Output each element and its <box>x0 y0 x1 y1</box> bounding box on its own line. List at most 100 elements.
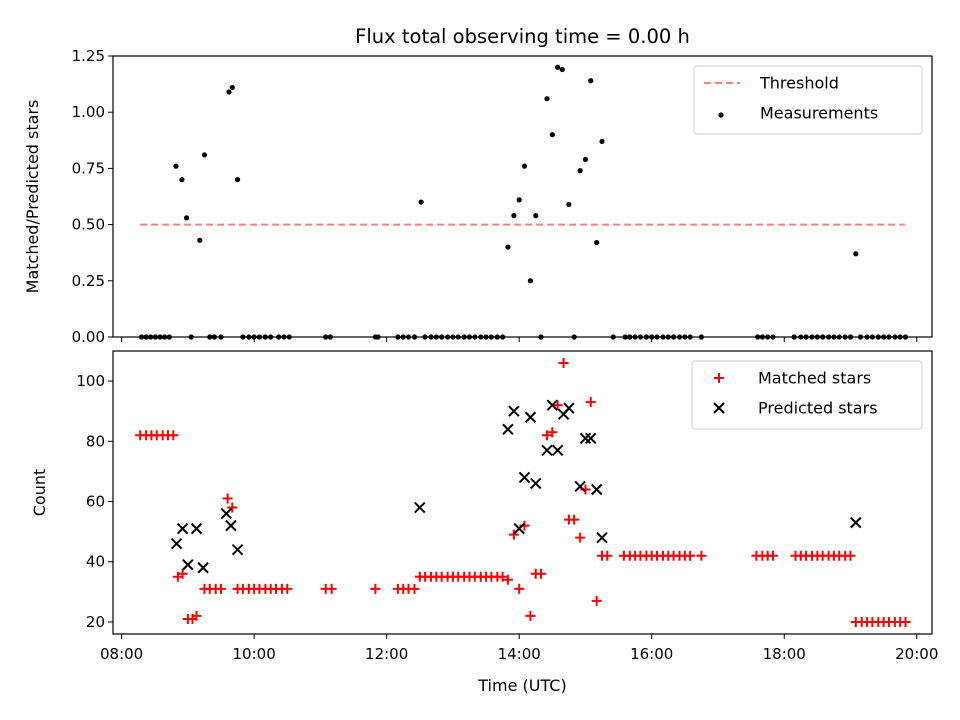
count-panel: 20 40 60 80 100 08:00 10:00 12:00 14:00 16:00 18:… <box>30 350 938 695</box>
count-axes-frame <box>112 350 933 635</box>
y-tick-label: 20 <box>86 613 105 631</box>
matched-star-point <box>900 616 911 627</box>
predicted-star-point <box>530 477 542 490</box>
chart-title: Flux total observing time = 0.00 h <box>355 25 690 48</box>
x-tick-label: 12:00 <box>365 645 408 663</box>
legend-box <box>691 360 923 430</box>
matched-star-point <box>216 583 227 594</box>
measurement-point <box>418 199 424 205</box>
matched-star-point <box>497 571 508 582</box>
matched-star-point <box>409 583 420 594</box>
measurement-point <box>853 251 859 257</box>
predicted-star-point <box>850 516 862 529</box>
measurement-point <box>179 177 185 183</box>
legend-measurement-swatch <box>718 112 724 118</box>
matched-star-point <box>177 568 188 579</box>
legend-label: Matched stars <box>758 369 871 388</box>
matched-star-point <box>282 583 293 594</box>
y-tick-label: 100 <box>76 372 105 390</box>
predicted-star-point <box>220 507 233 520</box>
x-axis-label: Time (UTC) <box>477 676 566 695</box>
legend-box <box>693 65 923 135</box>
y-tick-label: 40 <box>86 553 105 571</box>
matched-star-point <box>222 493 233 504</box>
y-tick-label: 0.25 <box>72 272 105 290</box>
predicted-star-point <box>518 471 531 484</box>
measurement-point <box>226 89 232 95</box>
matched-star-point <box>370 583 381 594</box>
matched-star-point <box>845 550 856 561</box>
predicted-star-point <box>579 432 592 445</box>
ratio-y-axis-label: Matched/Predicted stars <box>23 100 42 294</box>
matched-star-point <box>767 550 778 561</box>
measurement-point <box>544 96 550 102</box>
measurement-point <box>511 213 517 219</box>
predicted-star-point <box>170 537 183 550</box>
predicted-star-point <box>231 543 244 556</box>
measurement-point <box>555 64 561 70</box>
measurement-point <box>559 66 565 73</box>
count-y-axis-label: Count <box>30 469 49 517</box>
predicted-star-point <box>574 480 586 493</box>
matched-star-point <box>536 568 547 579</box>
predicted-star-point <box>591 483 603 496</box>
measurement-point <box>234 177 241 183</box>
measurement-point <box>533 213 539 219</box>
x-tick-label: 14:00 <box>498 645 541 663</box>
ratio-x-ticks <box>121 337 918 342</box>
matched-star-point <box>227 502 238 513</box>
measurement-point <box>599 138 605 145</box>
measurement-point <box>549 132 555 138</box>
predicted-star-point <box>197 562 209 574</box>
matched-star-point <box>508 529 519 540</box>
measurement-point <box>527 278 534 284</box>
predicted-star-point <box>176 522 189 535</box>
matched-star-point <box>326 583 337 594</box>
measurement-point <box>594 239 600 246</box>
predicted-star-point <box>513 522 525 535</box>
x-tick-label: 20:00 <box>895 645 938 663</box>
x-tick-label: 08:00 <box>100 645 143 663</box>
measurement-point <box>566 201 572 207</box>
matched-star-point <box>502 574 513 585</box>
legend-predicted-swatch <box>713 402 725 414</box>
matched-star-point <box>191 610 202 621</box>
matched-star-point <box>585 397 596 408</box>
count-marks <box>135 358 911 627</box>
measurement-point <box>173 163 179 169</box>
y-tick-label: 0.50 <box>72 216 105 234</box>
y-tick-label: 60 <box>86 493 105 511</box>
ratio-panel: Flux total observing time = 0.00 h 0.000… <box>23 25 933 346</box>
ratio-axes-frame <box>112 55 933 338</box>
legend-label: Predicted stars <box>758 399 878 418</box>
measurement-point <box>183 215 190 221</box>
y-tick-label: 0.75 <box>72 159 105 177</box>
ratio-legend: Threshold Measurements <box>693 65 923 135</box>
legend-label: Measurements <box>760 104 878 123</box>
matched-star-point <box>685 550 696 561</box>
predicted-star-point <box>585 432 597 445</box>
predicted-star-point <box>524 411 537 423</box>
measurement-point <box>201 152 208 158</box>
matched-star-point <box>525 610 536 621</box>
y-tick-label: 1.00 <box>72 103 105 121</box>
predicted-star-point <box>563 402 575 414</box>
predicted-star-point <box>551 444 564 457</box>
predicted-star-point <box>541 444 553 457</box>
count-x-ticks: 08:00 10:00 12:00 14:00 16:00 18:00 20:00 <box>100 634 938 663</box>
matched-star-point <box>602 550 613 561</box>
matched-star-point <box>168 430 179 441</box>
matched-star-point <box>575 532 586 543</box>
predicted-star-point <box>508 405 520 417</box>
x-tick-label: 16:00 <box>630 645 673 663</box>
matched-star-point <box>552 400 563 411</box>
measurement-point <box>577 168 583 174</box>
count-legend: Matched stars Predicted stars <box>691 360 923 430</box>
measurement-point <box>197 237 203 243</box>
matched-star-point <box>542 430 553 441</box>
x-tick-label: 10:00 <box>233 645 276 663</box>
measurement-point <box>582 156 589 163</box>
matched-star-point <box>696 550 707 561</box>
matched-star-point <box>547 427 558 438</box>
predicted-star-point <box>502 423 514 435</box>
